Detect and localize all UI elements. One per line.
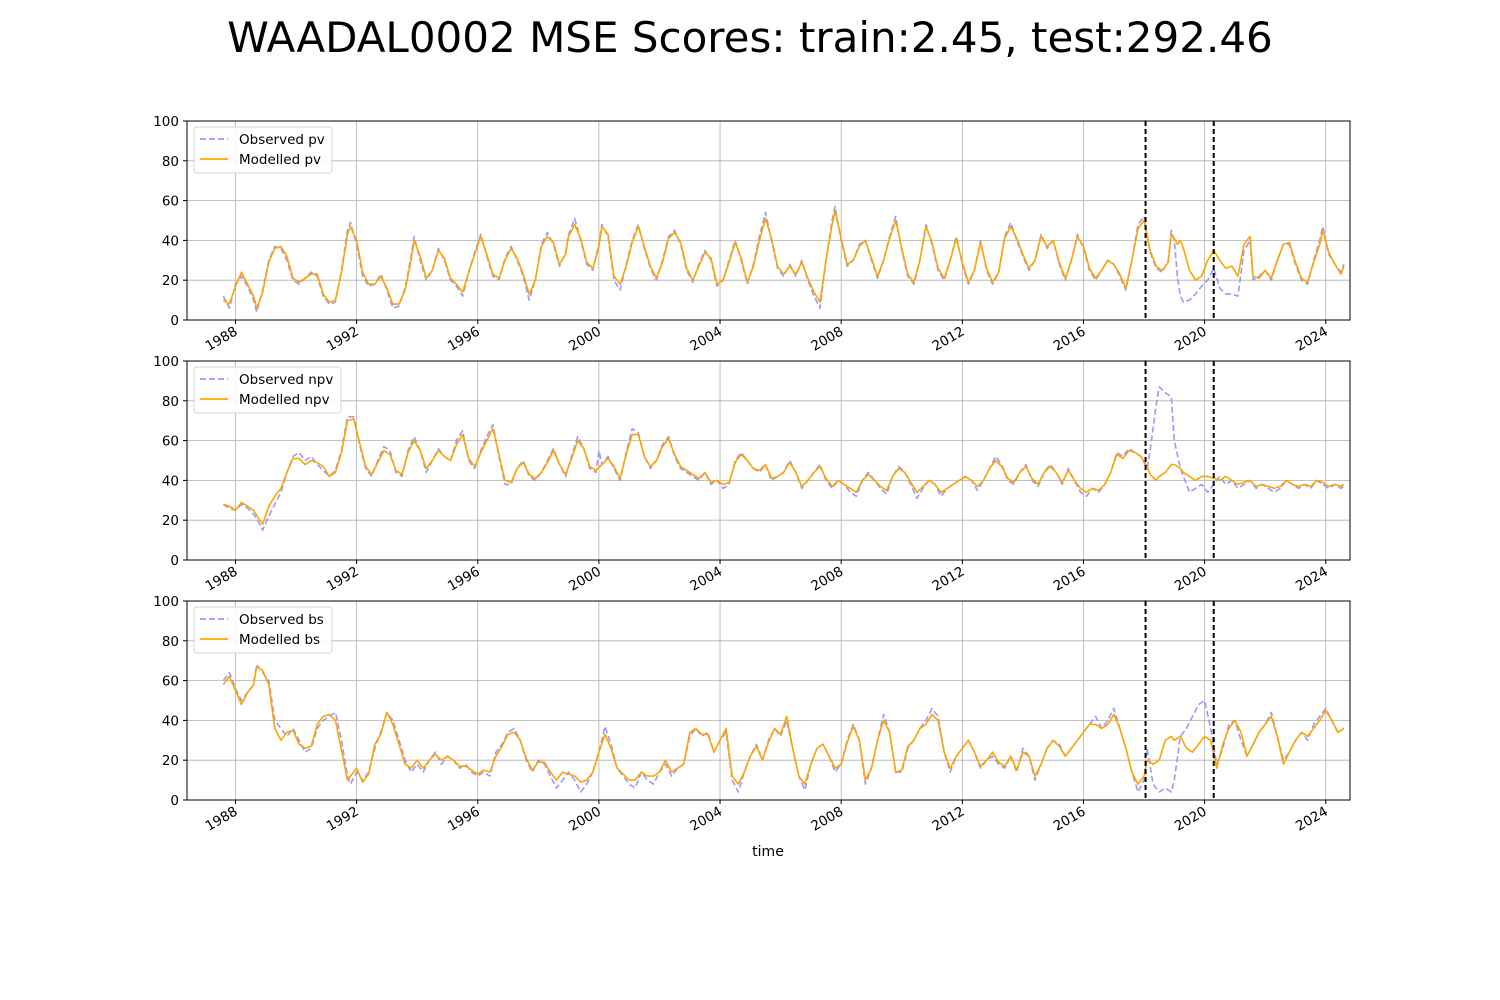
legend-entry: Observed npv — [239, 372, 333, 388]
x-tick-label: 2024 — [1293, 564, 1331, 595]
y-tick-label: 80 — [162, 634, 179, 650]
x-axis-label: time — [752, 844, 784, 860]
y-tick-label: 60 — [162, 194, 179, 210]
y-tick-label: 60 — [162, 674, 179, 690]
axes-frame — [186, 360, 1351, 561]
legend-npv: Observed npv Modelled npv — [193, 366, 342, 414]
series-line-modelled-npv — [223, 417, 1345, 525]
x-tick-label: 2024 — [1293, 804, 1331, 835]
grid-npv — [187, 360, 1350, 561]
x-tick-label: 2012 — [930, 804, 968, 835]
panel-bs: 0 20 40 60 80 100 1988 1992 1996 2000 2004 2008 2012… — [153, 594, 1351, 835]
y-tick-label: 80 — [162, 154, 179, 170]
x-tick-label: 2016 — [1051, 804, 1089, 835]
x-tick-label: 2004 — [687, 564, 725, 595]
x-tick-label: 2008 — [808, 564, 846, 595]
x-tick-label: 2016 — [1051, 564, 1089, 595]
x-tick-label: 2012 — [930, 324, 968, 355]
series-line-modelled-bs — [222, 665, 1345, 785]
y-tick-label: 100 — [153, 114, 179, 130]
axes-frame — [186, 600, 1351, 801]
panel-npv: 0 20 40 60 80 100 1988 1992 1996 2000 2004 2008 2012… — [153, 354, 1351, 595]
panel-pv: 0 20 40 60 80 100 1988 1992 1996 2000 2004 2008 2012… — [153, 114, 1351, 355]
x-tick-label: 2004 — [687, 804, 725, 835]
y-tick-label: 0 — [170, 793, 179, 809]
x-tick-label: 2016 — [1051, 324, 1089, 355]
y-tick-label: 20 — [162, 753, 179, 769]
x-tick-label: 2020 — [1172, 804, 1210, 835]
y-tick-label: 20 — [162, 273, 179, 289]
legend-box — [193, 606, 333, 654]
x-tick-label: 1988 — [203, 804, 241, 835]
y-tick-label: 40 — [162, 233, 179, 249]
legend-entry: Observed pv — [239, 132, 325, 148]
x-tick-label: 2004 — [687, 324, 725, 355]
y-tick-label: 100 — [153, 354, 179, 370]
x-tick-label: 2020 — [1172, 564, 1210, 595]
x-tick-label: 1988 — [203, 564, 241, 595]
x-tick-label: 2000 — [566, 804, 604, 835]
x-tick-label: 2000 — [566, 564, 604, 595]
legend-bs: Observed bs Modelled bs — [193, 606, 333, 654]
x-tick-label: 2008 — [808, 804, 846, 835]
y-tick-label: 100 — [153, 594, 179, 610]
legend-pv: Observed pv Modelled pv — [193, 126, 333, 174]
y-tick-label: 80 — [162, 394, 179, 410]
legend-entry: Observed bs — [239, 612, 324, 628]
figure-title: WAADAL0002 MSE Scores: train:2.45, test:… — [227, 13, 1273, 62]
series-group-pv — [222, 205, 1345, 313]
series-line-modelled-pv — [222, 209, 1345, 309]
y-tick-label: 0 — [170, 313, 179, 329]
y-tick-label: 40 — [162, 473, 179, 489]
x-tick-label: 2024 — [1293, 324, 1331, 355]
x-tick-label: 1996 — [445, 804, 483, 835]
y-tick-label: 40 — [162, 713, 179, 729]
x-tick-label: 1992 — [324, 564, 362, 595]
y-tick-label: 20 — [162, 513, 179, 529]
series-line-observed-bs — [222, 663, 1345, 793]
axes-frame — [186, 120, 1351, 321]
legend-entry: Modelled pv — [239, 152, 321, 168]
series-group-bs — [222, 663, 1345, 793]
series-line-observed-pv — [222, 205, 1345, 313]
x-tick-label: 2008 — [808, 324, 846, 355]
x-tick-label: 2012 — [930, 564, 968, 595]
legend-entry: Modelled npv — [239, 392, 330, 408]
x-tick-label: 1996 — [445, 324, 483, 355]
legend-entry: Modelled bs — [239, 632, 320, 648]
x-tick-label: 1988 — [203, 324, 241, 355]
series-group-npv — [222, 386, 1345, 531]
y-tick-label: 0 — [170, 553, 179, 569]
x-tick-label: 2020 — [1172, 324, 1210, 355]
x-tick-label: 1996 — [445, 564, 483, 595]
grid-pv — [187, 120, 1350, 321]
y-tick-label: 60 — [162, 434, 179, 450]
legend-box — [193, 126, 333, 174]
x-tick-label: 1992 — [324, 804, 362, 835]
legend-box — [193, 366, 342, 414]
x-tick-label: 1992 — [324, 324, 362, 355]
x-tick-label: 2000 — [566, 324, 604, 355]
